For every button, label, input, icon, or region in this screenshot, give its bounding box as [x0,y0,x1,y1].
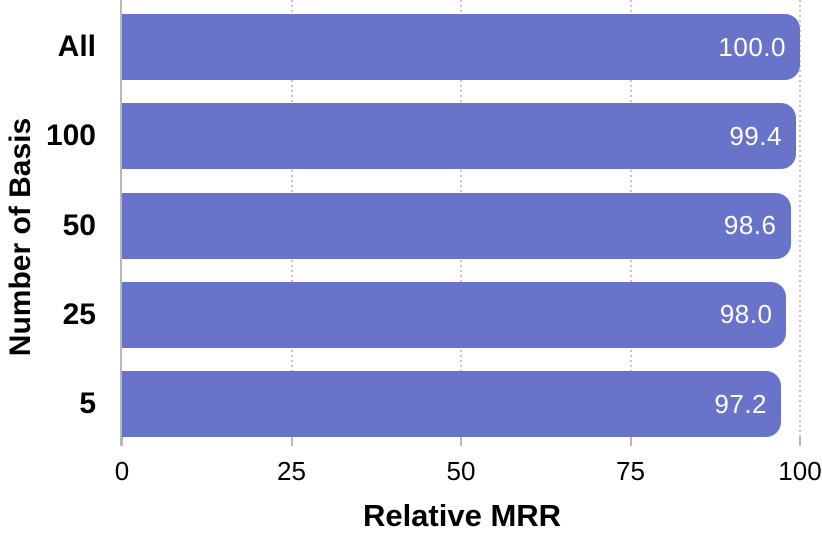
bar-25: 98.0 [122,281,787,348]
bar-value-label: 98.0 [719,299,773,330]
x-tick-label-100: 100 [778,456,822,486]
x-tick-mark-50 [460,437,462,446]
y-axis-spine [120,0,122,446]
y-tick-label-100: 100 [45,119,96,153]
bar-all: 100.0 [122,14,800,80]
plot-area: 100.0 99.4 98.6 98.0 97.2 [122,0,801,437]
y-tick-label-25: 25 [62,297,96,331]
y-tick-label-50: 50 [62,208,96,242]
bar-value-label: 98.6 [723,210,777,240]
x-tick-label-25: 25 [277,456,306,486]
gridline-x-100 [799,0,801,437]
x-tick-label-75: 75 [616,456,645,486]
x-tick-label-50: 50 [446,456,476,486]
bar-value-label: 100.0 [718,31,786,62]
x-axis-title: Relative MRR [362,498,562,533]
bar-50: 98.6 [122,192,791,259]
x-tick-mark-0 [121,437,123,446]
y-tick-label-5: 5 [79,387,96,420]
bar-value-label: 99.4 [729,120,782,151]
bar-5: 97.2 [122,371,782,437]
x-tick-mark-25 [290,437,293,446]
x-tick-label-0: 0 [114,456,130,486]
bar-value-label: 97.2 [714,388,768,419]
bar-100: 99.4 [122,103,796,170]
y-tick-label-all: All [57,30,96,63]
x-tick-mark-100 [799,437,801,446]
y-tick-labels: All 100 50 25 5 [0,0,96,437]
x-tick-mark-75 [629,437,632,446]
